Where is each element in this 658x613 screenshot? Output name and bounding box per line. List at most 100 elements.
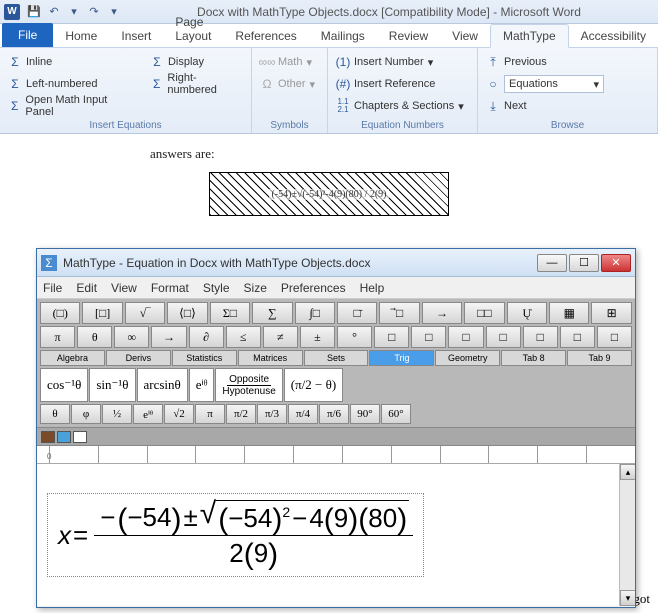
template-tab-tab-9[interactable]: Tab 9 — [567, 350, 632, 366]
toolbar-btn-r1-2[interactable]: √‾ — [125, 302, 165, 324]
qat-undo-button[interactable]: ↶ — [44, 3, 64, 21]
browse-type-dropdown[interactable]: Equations▾ — [504, 75, 604, 93]
qat-save-button[interactable]: 💾 — [24, 3, 44, 21]
tab-insert[interactable]: Insert — [109, 25, 163, 47]
equation-canvas[interactable]: x = − (−54) ± √ (−54)2 − 4 (9) (80) — [37, 464, 635, 606]
template-tab-sets[interactable]: Sets — [304, 350, 369, 366]
btn-chapters-sections[interactable]: 1.12.1Chapters & Sections ▾ — [336, 96, 469, 116]
toolbar-btn-r1-10[interactable]: □□ — [464, 302, 504, 324]
qat-customize[interactable]: ▾ — [104, 3, 124, 21]
menu-view[interactable]: View — [111, 281, 137, 295]
template-btn-5[interactable]: (π/2 − θ) — [284, 368, 343, 402]
tab-home[interactable]: Home — [53, 25, 109, 47]
template-tab-algebra[interactable]: Algebra — [40, 350, 105, 366]
toolbar-btn-r1-4[interactable]: Σ□ — [210, 302, 250, 324]
small-sym-0[interactable]: θ — [40, 404, 70, 424]
btn-open-math-panel[interactable]: ΣOpen Math Input Panel — [8, 96, 134, 116]
btn-inline[interactable]: ΣInline — [8, 52, 134, 72]
small-sym-4[interactable]: √2 — [164, 404, 194, 424]
template-tab-statistics[interactable]: Statistics — [172, 350, 237, 366]
toolbar-btn-r2-1[interactable]: θ — [77, 326, 112, 348]
toolbar-btn-r2-9[interactable]: □ — [374, 326, 409, 348]
btn-left-numbered[interactable]: ΣLeft-numbered — [8, 74, 134, 94]
small-sym-1[interactable]: φ — [71, 404, 101, 424]
tab-mailings[interactable]: Mailings — [309, 25, 377, 47]
close-button[interactable]: ✕ — [601, 254, 631, 272]
btn-insert-number[interactable]: (1)Insert Number ▾ — [336, 52, 469, 72]
small-sym-7[interactable]: π/3 — [257, 404, 287, 424]
maximize-button[interactable]: ☐ — [569, 254, 599, 272]
toolbar-btn-r2-0[interactable]: π — [40, 326, 75, 348]
toolbar-btn-r2-4[interactable]: ∂ — [189, 326, 224, 348]
mathtype-titlebar[interactable]: Σ MathType - Equation in Docx with MathT… — [37, 249, 635, 277]
color-swatch-3[interactable] — [73, 431, 87, 443]
btn-next[interactable]: ⤓Next — [486, 96, 649, 116]
toolbar-btn-r2-7[interactable]: ± — [300, 326, 335, 348]
toolbar-btn-r1-1[interactable]: [□] — [82, 302, 122, 324]
tab-review[interactable]: Review — [377, 25, 440, 47]
template-tab-derivs[interactable]: Derivs — [106, 350, 171, 366]
toolbar-btn-r2-15[interactable]: □ — [597, 326, 632, 348]
toolbar-btn-r2-10[interactable]: □ — [411, 326, 446, 348]
toolbar-btn-r2-12[interactable]: □ — [486, 326, 521, 348]
equation-object-selected[interactable]: (-54)±√(-54)²-4(9)(80) / 2(9) — [209, 172, 449, 216]
qat-redo-button[interactable]: ↷ — [84, 3, 104, 21]
small-sym-10[interactable]: 90° — [350, 404, 380, 424]
toolbar-btn-r2-8[interactable]: ° — [337, 326, 372, 348]
toolbar-btn-r2-2[interactable]: ∞ — [114, 326, 149, 348]
menu-preferences[interactable]: Preferences — [281, 281, 346, 295]
btn-math-symbol[interactable]: ∞∞Math ▾ — [260, 52, 319, 72]
tab-references[interactable]: References — [223, 25, 308, 47]
toolbar-btn-r2-13[interactable]: □ — [523, 326, 558, 348]
small-sym-6[interactable]: π/2 — [226, 404, 256, 424]
menu-edit[interactable]: Edit — [76, 281, 97, 295]
toolbar-btn-r1-12[interactable]: ▦ — [549, 302, 589, 324]
template-tab-matrices[interactable]: Matrices — [238, 350, 303, 366]
toolbar-btn-r1-5[interactable]: ∑ — [252, 302, 292, 324]
menu-help[interactable]: Help — [360, 281, 385, 295]
scroll-up-button[interactable]: ▴ — [620, 464, 635, 480]
template-tab-tab-8[interactable]: Tab 8 — [501, 350, 566, 366]
toolbar-btn-r2-3[interactable]: → — [151, 326, 186, 348]
qat-undo-more[interactable]: ▾ — [64, 3, 84, 21]
btn-other-symbol[interactable]: ΩOther ▾ — [260, 74, 319, 94]
template-btn-3[interactable]: eⁱᶿ — [189, 368, 215, 402]
ruler[interactable]: 0 — [37, 446, 635, 464]
toolbar-btn-r1-0[interactable]: (□) — [40, 302, 80, 324]
small-sym-3[interactable]: eⁱᶿ — [133, 404, 163, 424]
toolbar-btn-r1-3[interactable]: ⟨□⟩ — [167, 302, 207, 324]
menu-size[interactable]: Size — [244, 281, 267, 295]
equation[interactable]: x = − (−54) ± √ (−54)2 − 4 (9) (80) — [47, 493, 424, 577]
template-tab-geometry[interactable]: Geometry — [435, 350, 500, 366]
toolbar-btn-r1-9[interactable]: → — [422, 302, 462, 324]
toolbar-btn-r1-11[interactable]: Ų̇ — [507, 302, 547, 324]
btn-right-numbered[interactable]: ΣRight-numbered — [150, 74, 243, 94]
btn-insert-reference[interactable]: (#)Insert Reference — [336, 74, 469, 94]
template-btn-1[interactable]: sin⁻¹θ — [89, 368, 135, 402]
tab-file[interactable]: File — [2, 23, 53, 47]
btn-display[interactable]: ΣDisplay — [150, 52, 243, 72]
scroll-down-button[interactable]: ▾ — [620, 590, 635, 606]
btn-previous[interactable]: ⤒Previous — [486, 52, 649, 72]
template-btn-0[interactable]: cos⁻¹θ — [40, 368, 88, 402]
menu-style[interactable]: Style — [203, 281, 230, 295]
template-btn-2[interactable]: arcsinθ — [137, 368, 188, 402]
small-sym-11[interactable]: 60° — [381, 404, 411, 424]
toolbar-btn-r1-8[interactable]: ⃗□ — [379, 302, 419, 324]
color-swatch-2[interactable] — [57, 431, 71, 443]
tab-page-layout[interactable]: Page Layout — [163, 11, 223, 47]
toolbar-btn-r1-13[interactable]: ⊞ — [591, 302, 631, 324]
toolbar-btn-r2-11[interactable]: □ — [448, 326, 483, 348]
tab-accessibility[interactable]: Accessibility — [569, 25, 658, 47]
small-sym-2[interactable]: ½ — [102, 404, 132, 424]
small-sym-8[interactable]: π/4 — [288, 404, 318, 424]
toolbar-btn-r2-14[interactable]: □ — [560, 326, 595, 348]
toolbar-btn-r2-5[interactable]: ≤ — [226, 326, 261, 348]
tab-mathtype[interactable]: MathType — [490, 24, 569, 48]
minimize-button[interactable]: — — [537, 254, 567, 272]
small-sym-5[interactable]: π — [195, 404, 225, 424]
template-btn-4[interactable]: OppositeHypotenuse — [215, 368, 282, 402]
vertical-scrollbar[interactable]: ▴ ▾ — [619, 464, 635, 606]
toolbar-btn-r1-6[interactable]: ∫□ — [295, 302, 335, 324]
tab-view[interactable]: View — [440, 25, 490, 47]
